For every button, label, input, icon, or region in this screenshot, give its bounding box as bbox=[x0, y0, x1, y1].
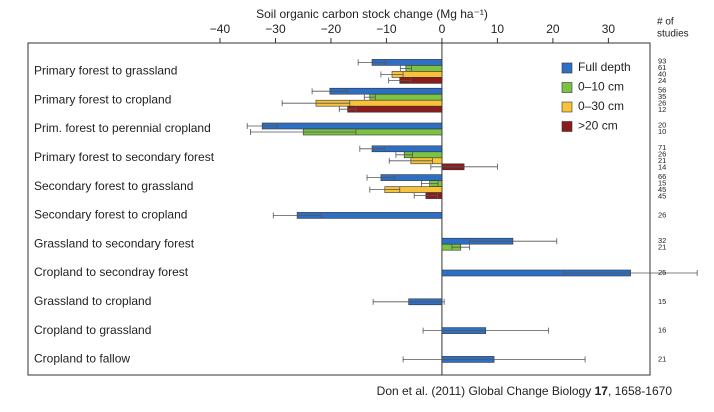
category-label: Grassland to cropland bbox=[34, 294, 151, 308]
citation-text: , 1658-1670 bbox=[608, 384, 672, 398]
studies-header: # of bbox=[657, 17, 674, 28]
study-count: 21 bbox=[658, 354, 666, 363]
category-label: Cropland to secondray forest bbox=[34, 265, 189, 279]
category-label: Cropland to fallow bbox=[34, 352, 130, 366]
category-label: Secondary forest to cropland bbox=[34, 208, 187, 222]
study-count: 71 bbox=[658, 143, 666, 152]
x-tick-label: 20 bbox=[546, 22, 560, 36]
legend-label: >20 cm bbox=[578, 119, 618, 133]
legend-label: Full depth bbox=[578, 60, 631, 74]
x-tick-label: −40 bbox=[210, 22, 231, 36]
study-count: 26 bbox=[658, 210, 666, 219]
plot-frame bbox=[27, 42, 651, 376]
study-count: 15 bbox=[658, 178, 666, 187]
x-tick-label: −10 bbox=[376, 22, 397, 36]
bar bbox=[347, 105, 443, 113]
study-count: 10 bbox=[658, 127, 666, 136]
study-count: 26 bbox=[658, 98, 666, 107]
citation-volume: 17 bbox=[595, 384, 609, 398]
legend-swatch bbox=[561, 62, 573, 74]
study-count: 24 bbox=[658, 76, 666, 85]
study-count: 14 bbox=[658, 163, 666, 172]
study-count: 20 bbox=[658, 121, 666, 130]
citation: Don et al. (2011) Global Change Biology … bbox=[377, 384, 673, 398]
study-count: 15 bbox=[658, 297, 666, 306]
category-label: Primary forest to grassland bbox=[34, 64, 177, 78]
study-count: 12 bbox=[658, 105, 666, 114]
legend-swatch bbox=[561, 101, 573, 113]
study-count: 61 bbox=[658, 63, 666, 72]
study-count: 21 bbox=[658, 242, 666, 251]
x-tick-label: −30 bbox=[265, 22, 286, 36]
category-label: Cropland to grassland bbox=[34, 323, 151, 337]
bar bbox=[369, 93, 443, 101]
x-tick-label: 30 bbox=[602, 22, 616, 36]
x-tick-label: 0 bbox=[439, 22, 446, 36]
studies-header: studies bbox=[657, 29, 689, 40]
study-count: 21 bbox=[658, 156, 666, 165]
study-count: 35 bbox=[658, 92, 666, 101]
x-tick-label: −20 bbox=[321, 22, 342, 36]
study-count: 32 bbox=[658, 236, 666, 245]
study-count: 45 bbox=[658, 185, 666, 194]
study-count: 45 bbox=[658, 191, 666, 200]
study-count: 25 bbox=[658, 268, 666, 277]
x-tick-label: 10 bbox=[491, 22, 505, 36]
legend-label: 0–30 cm bbox=[578, 99, 624, 113]
study-count: 66 bbox=[658, 172, 666, 181]
study-count: 93 bbox=[658, 57, 666, 66]
category-label: Primary forest to secondary forest bbox=[34, 150, 215, 164]
study-count: 26 bbox=[658, 150, 666, 159]
study-count: 16 bbox=[658, 326, 666, 335]
chart-title: Soil organic carbon stock change (Mg ha⁻… bbox=[256, 7, 488, 21]
study-count: 56 bbox=[658, 85, 666, 94]
category-label: Grassland to secondary forest bbox=[34, 236, 195, 250]
bar bbox=[261, 122, 443, 130]
category-label: Primary forest to cropland bbox=[34, 92, 171, 106]
legend-swatch bbox=[561, 121, 573, 132]
category-label: Secondary forest to grassland bbox=[34, 179, 193, 193]
legend-label: 0–10 cm bbox=[578, 80, 624, 94]
category-label: Prim. forest to perennial cropland bbox=[34, 121, 211, 135]
study-count: 40 bbox=[658, 70, 666, 79]
legend-swatch bbox=[561, 82, 573, 93]
citation-text: Don et al. (2011) Global Change Biology bbox=[377, 384, 595, 398]
